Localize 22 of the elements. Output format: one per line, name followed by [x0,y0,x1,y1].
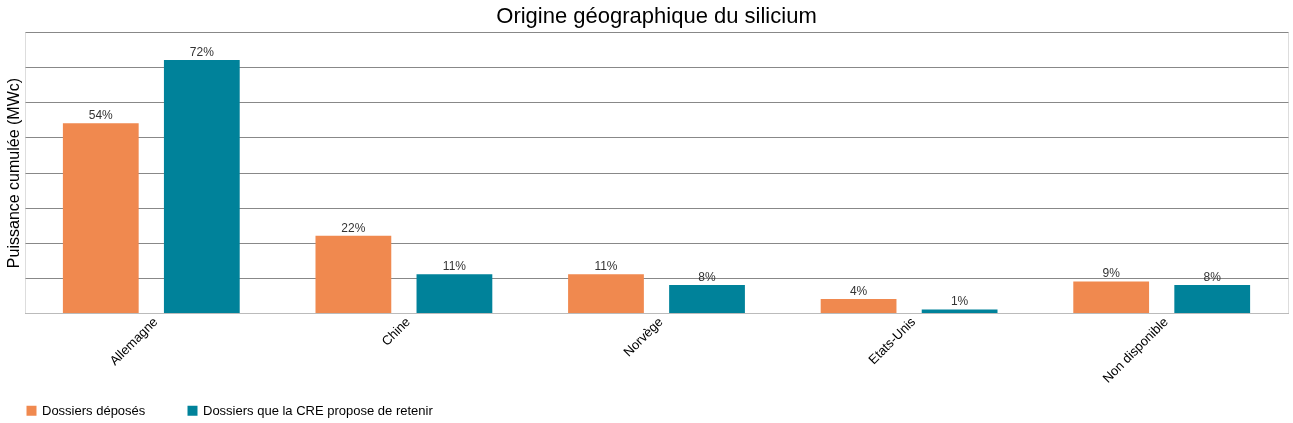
bar [416,274,493,313]
chart-title: Origine géographique du silicium [496,3,817,28]
data-label: 22% [341,220,366,235]
legend-label: Dossiers déposés [42,402,146,418]
data-label: 9% [1102,266,1121,281]
y-axis-title: Puissance cumulée (MWc) [4,77,22,269]
data-label: 72% [189,45,215,60]
bar [62,123,139,313]
bar [1174,284,1251,313]
data-label: 11% [442,259,467,274]
data-label: 54% [88,108,114,123]
bar [921,309,998,313]
bar [163,60,240,313]
legend-label: Dossiers que la CRE propose de retenir [203,402,434,418]
data-label: 11% [594,259,618,274]
bar [669,284,745,313]
bar [820,298,897,313]
bar [1073,281,1150,313]
bar [315,235,392,313]
data-label: 1% [950,294,969,309]
bar [568,274,644,313]
data-label: 4% [849,283,868,298]
